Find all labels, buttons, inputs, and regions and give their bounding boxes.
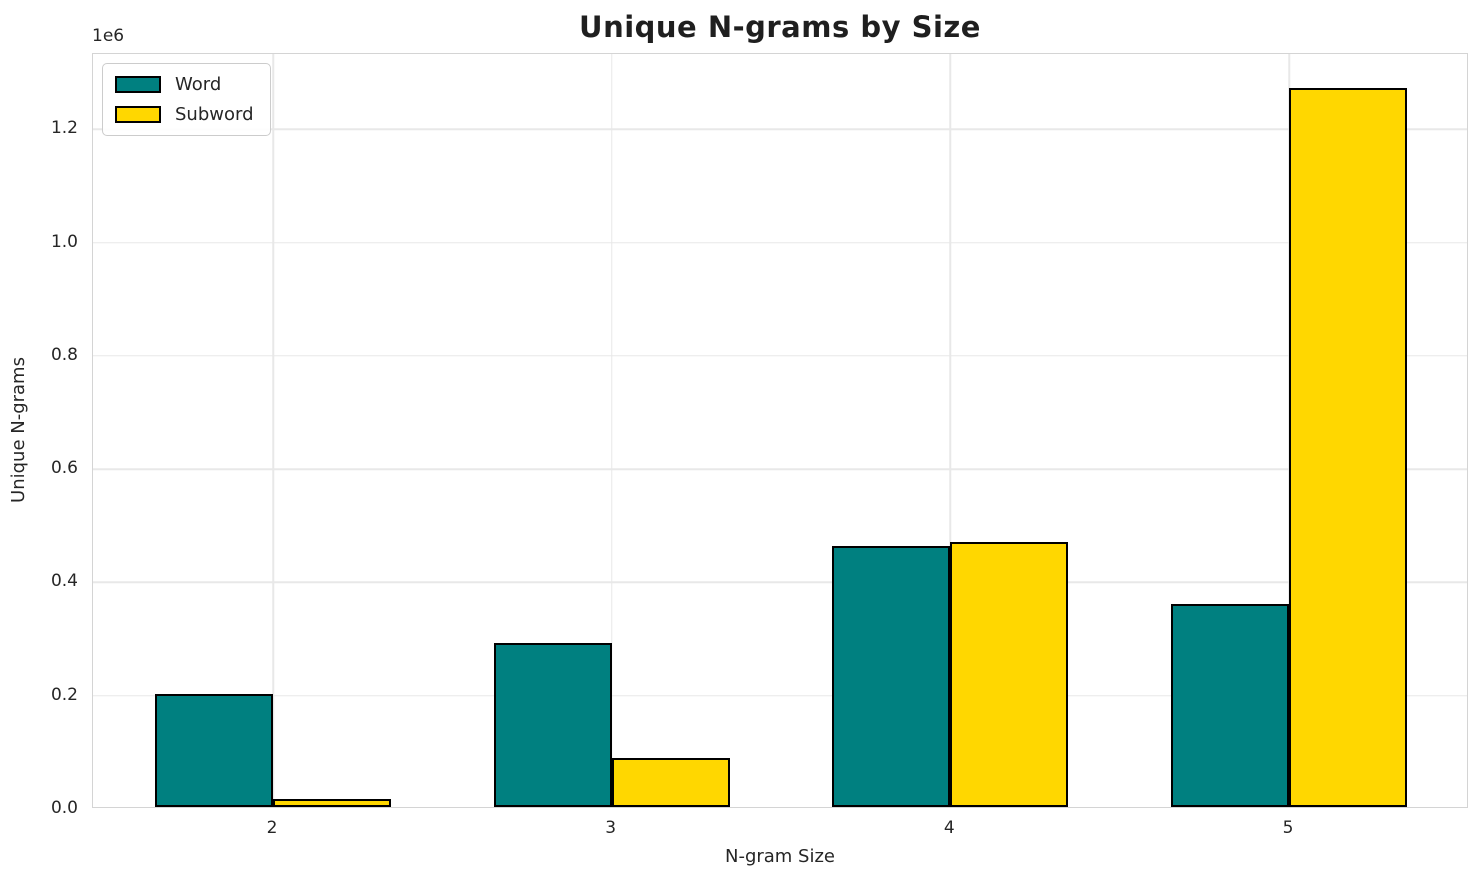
- y-tick-label: 0.8: [50, 344, 78, 365]
- x-axis-label: N-gram Size: [724, 846, 836, 867]
- x-tick-label: 4: [943, 818, 955, 838]
- bar-word-5: [1171, 604, 1289, 807]
- y-tick-label: 1.2: [50, 118, 78, 139]
- y-tick-label: 0.4: [50, 571, 78, 592]
- legend-swatch-word: [115, 76, 161, 93]
- legend-label-subword: Subword: [175, 104, 254, 125]
- gridline-horizontal: [93, 355, 1467, 357]
- chart-title: Unique N-grams by Size: [579, 10, 981, 44]
- bar-subword-4: [950, 541, 1069, 807]
- bar-word-4: [832, 546, 951, 807]
- legend-item-subword: Subword: [115, 104, 254, 125]
- plot-area: Word Subword: [92, 53, 1468, 808]
- gridline-horizontal: [93, 468, 1467, 470]
- legend-swatch-subword: [115, 106, 161, 123]
- bar-word-2: [155, 693, 273, 807]
- bar-word-3: [493, 642, 612, 807]
- y-tick-label: 0.0: [50, 798, 78, 818]
- bar-subword-5: [1289, 87, 1407, 807]
- x-tick-label: 5: [1282, 818, 1294, 838]
- gridline-horizontal: [93, 128, 1467, 131]
- bar-subword-2: [273, 798, 391, 807]
- gridline-horizontal: [93, 581, 1467, 584]
- gridline-horizontal: [93, 694, 1467, 697]
- y-tick-label: 1.0: [50, 231, 78, 252]
- legend-item-word: Word: [115, 74, 254, 95]
- y-tick-label: 0.2: [50, 684, 78, 705]
- gridline-vertical: [610, 54, 613, 807]
- x-tick-label: 3: [605, 818, 617, 838]
- legend: Word Subword: [102, 63, 271, 136]
- y-tick-label: 0.6: [50, 458, 78, 479]
- gridline-horizontal: [93, 241, 1467, 244]
- y-axis-label: Unique N-grams: [8, 357, 29, 503]
- legend-label-word: Word: [175, 74, 222, 95]
- x-tick-label: 2: [266, 818, 278, 838]
- gridline-vertical: [949, 54, 952, 807]
- y-axis-offset-label: 1e6: [92, 26, 125, 46]
- bar-subword-3: [611, 758, 730, 807]
- gridline-vertical: [272, 54, 274, 807]
